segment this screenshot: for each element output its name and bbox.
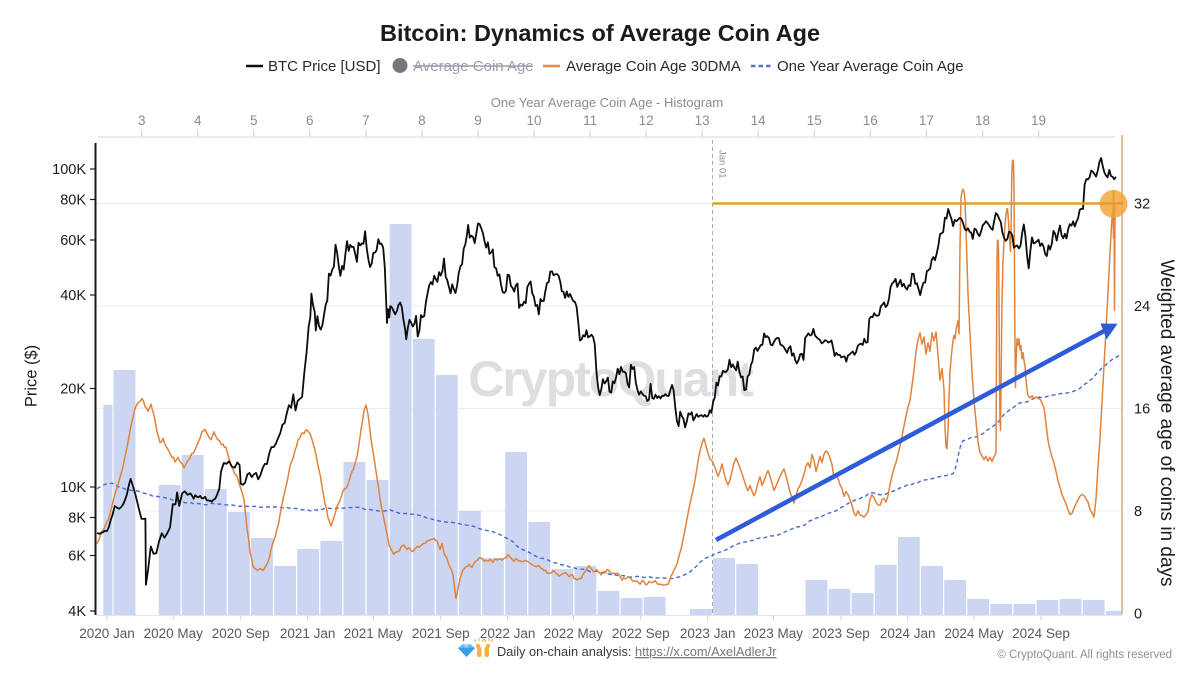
svg-text:Jan 01: Jan 01 — [717, 150, 728, 179]
svg-text:2022 Sep: 2022 Sep — [612, 626, 670, 641]
svg-text:6: 6 — [306, 113, 314, 128]
svg-text:© CryptoQuant. All rights rese: © CryptoQuant. All rights reserved — [997, 649, 1172, 661]
svg-text:24: 24 — [1134, 299, 1150, 315]
svg-text:2024 May: 2024 May — [944, 626, 1004, 641]
svg-text:10K: 10K — [60, 480, 86, 496]
svg-text:2022 Jan: 2022 Jan — [480, 626, 536, 641]
svg-text:2020 May: 2020 May — [144, 626, 204, 641]
svg-text:18: 18 — [975, 113, 990, 128]
svg-text:8: 8 — [418, 113, 426, 128]
svg-text:5: 5 — [250, 113, 258, 128]
svg-text:Bitcoin: Dynamics of Average C: Bitcoin: Dynamics of Average Coin Age — [380, 20, 820, 46]
svg-text:2023 Sep: 2023 Sep — [812, 626, 870, 641]
svg-text:13: 13 — [695, 113, 710, 128]
svg-text:One Year Average Coin Age - Hi: One Year Average Coin Age - Histogram — [491, 95, 723, 110]
svg-text:9: 9 — [474, 113, 482, 128]
svg-text:6K: 6K — [68, 549, 86, 565]
svg-text:2024 Sep: 2024 Sep — [1012, 626, 1070, 641]
svg-text:4K: 4K — [68, 604, 86, 620]
svg-text:19: 19 — [1031, 113, 1046, 128]
svg-text:2020 Sep: 2020 Sep — [212, 626, 270, 641]
svg-text:40K: 40K — [60, 288, 86, 304]
svg-text:2021 May: 2021 May — [344, 626, 404, 641]
svg-text:CryptoQuant: CryptoQuant — [468, 351, 754, 407]
svg-text:2023 May: 2023 May — [744, 626, 804, 641]
svg-text:7: 7 — [362, 113, 370, 128]
svg-text:2021 Sep: 2021 Sep — [412, 626, 470, 641]
svg-text:60K: 60K — [60, 233, 86, 249]
svg-text:Daily on-chain analysis: https: Daily on-chain analysis: https://x.com/A… — [497, 644, 777, 659]
svg-text:0: 0 — [1134, 607, 1142, 623]
svg-text:12: 12 — [639, 113, 654, 128]
svg-text:2024 Jan: 2024 Jan — [880, 626, 936, 641]
svg-text:2020 Jan: 2020 Jan — [79, 626, 135, 641]
svg-text:2022 May: 2022 May — [544, 626, 604, 641]
svg-text:20K: 20K — [60, 382, 86, 398]
svg-text:11: 11 — [583, 113, 597, 128]
svg-text:4: 4 — [194, 113, 202, 128]
svg-text:2021 Jan: 2021 Jan — [280, 626, 336, 641]
svg-text:17: 17 — [919, 113, 934, 128]
svg-text:15: 15 — [807, 113, 822, 128]
svg-text:80K: 80K — [60, 193, 86, 209]
svg-text:14: 14 — [751, 113, 767, 128]
svg-text:Average Coin Age 30DMA: Average Coin Age 30DMA — [566, 58, 741, 75]
svg-text:2023 Jan: 2023 Jan — [680, 626, 736, 641]
svg-text:10: 10 — [526, 113, 541, 128]
svg-text:8K: 8K — [68, 511, 86, 527]
svg-text:Weighted average age of coins: Weighted average age of coins in days — [1156, 259, 1177, 586]
svg-text:8: 8 — [1134, 504, 1142, 520]
svg-text:One Year Average Coin Age: One Year Average Coin Age — [777, 58, 964, 75]
svg-text:Price ($): Price ($) — [23, 345, 41, 407]
svg-text:3: 3 — [138, 113, 146, 128]
svg-text:16: 16 — [1134, 402, 1150, 418]
svg-text:32: 32 — [1134, 197, 1150, 213]
svg-text:16: 16 — [863, 113, 878, 128]
svg-text:100K: 100K — [52, 162, 86, 178]
svg-text:BTC Price [USD]: BTC Price [USD] — [268, 58, 381, 75]
